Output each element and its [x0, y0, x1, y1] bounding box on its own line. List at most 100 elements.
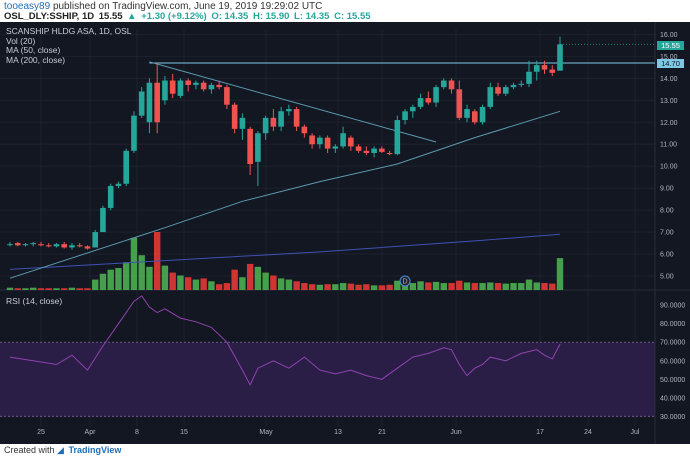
- candle-body: [332, 146, 339, 149]
- volume-bar: [22, 288, 29, 290]
- volume-bar: [409, 283, 417, 290]
- volume-bar: [308, 284, 316, 290]
- author-link[interactable]: tooeasy89: [4, 1, 51, 12]
- price-tick-label: 7.00: [660, 230, 674, 237]
- x-tick-label: 21: [378, 429, 386, 436]
- volume-bar: [479, 283, 486, 290]
- candle-body: [487, 87, 494, 107]
- symbol-summary: OSL_DLY:SSHIP, 1D 15.55 ▲ +1.30 (+9.12%)…: [4, 11, 373, 22]
- last-price: 15.55: [98, 11, 123, 22]
- last-price-badge: 15.55: [657, 41, 684, 50]
- volume-bar: [270, 275, 277, 290]
- volume-bar: [378, 285, 386, 290]
- dividend-marker-icon: [399, 275, 411, 287]
- candle-body: [286, 109, 292, 112]
- candle-body: [278, 111, 284, 127]
- candle-body: [30, 243, 37, 245]
- volume-bar: [301, 283, 308, 290]
- volume-bar: [417, 281, 424, 290]
- candle-body: [355, 146, 362, 151]
- volume-bar: [130, 237, 138, 290]
- chart-area[interactable]: 25 Apr 8 15 May 13 21 Jun 17 24 Jul 16.00 15.00 14.00…: [0, 22, 690, 444]
- volume-bar: [355, 284, 362, 290]
- volume-bar: [324, 284, 331, 290]
- candle-body: [502, 87, 509, 94]
- chart-canvas[interactable]: 25 Apr 8 15 May 13 21 Jun 17 24 Jul 16.00 15.00 14.00…: [0, 22, 690, 444]
- tradingview-logo-icon: ◢: [57, 445, 64, 455]
- candle-body: [61, 244, 68, 248]
- candle-body: [193, 82, 199, 85]
- candle-body: [14, 243, 21, 246]
- candle-body: [417, 98, 424, 107]
- volume-bar: [425, 282, 432, 290]
- ohlc-low: L: 14.35: [294, 11, 330, 22]
- ohlc-high: H: 15.90: [252, 11, 290, 22]
- volume-bar: [84, 288, 91, 290]
- ma200-line: [9, 233, 561, 270]
- candle-body: [456, 89, 463, 118]
- volume-bar: [541, 283, 548, 290]
- up-arrow-icon: ▲: [127, 11, 137, 22]
- candle-body: [84, 246, 91, 249]
- legend-title: SCANSHIP HLDG ASA, 1D, OSL: [6, 26, 132, 36]
- volume-bar: [107, 269, 114, 290]
- snapshot-header: tooeasy89 published on TradingView.com, …: [0, 0, 690, 22]
- rsi-tick-label: 30.0000: [660, 414, 685, 421]
- candle-body: [471, 111, 478, 123]
- candle-body: [177, 80, 184, 96]
- candle-body: [38, 244, 44, 246]
- candle-body: [549, 69, 556, 73]
- tradingview-brand[interactable]: TradingView: [68, 445, 122, 455]
- candle-body: [386, 153, 393, 155]
- x-tick-label: 25: [37, 429, 45, 436]
- candle-body: [255, 133, 261, 162]
- volume-bar: [246, 263, 254, 290]
- volume-bar: [502, 283, 509, 290]
- price-tick-label: 10.00: [660, 164, 678, 171]
- candle-body: [425, 98, 432, 103]
- published-text: published on TradingView.com, June 19, 2…: [52, 1, 323, 12]
- volume-bar: [293, 281, 300, 290]
- trendline: [149, 61, 437, 143]
- rsi-tick-label: 50.0000: [660, 377, 685, 384]
- candle-body: [301, 126, 308, 134]
- legend-ma200: MA (200, close): [6, 54, 66, 65]
- volume-bar: [215, 284, 223, 290]
- volume-bar: [370, 285, 378, 290]
- candle-body: [309, 135, 315, 145]
- rsi-tick-label: 80.0000: [660, 321, 685, 328]
- x-tick-label: 13: [334, 429, 342, 436]
- volume-bar: [254, 266, 262, 290]
- volume-bar: [76, 288, 83, 290]
- rsi-tick-label: 90.0000: [660, 303, 685, 310]
- candle-body: [533, 65, 540, 72]
- volume-bar: [61, 288, 68, 290]
- volume-bar: [192, 279, 200, 290]
- candle-body: [262, 117, 269, 134]
- price-tick-label: 6.00: [660, 252, 674, 259]
- candle-body: [293, 109, 300, 127]
- volume-bar: [432, 281, 440, 290]
- price-tick-label: 14.00: [660, 76, 678, 83]
- volume-bar: [14, 288, 21, 290]
- price-tick-label: 13.00: [660, 98, 678, 105]
- legend-volume: Vol (20): [6, 35, 36, 46]
- volume-bar: [448, 283, 455, 290]
- x-tick-label: 15: [180, 429, 188, 436]
- volume-bar: [277, 278, 285, 290]
- chart-legend: SCANSHIP HLDG ASA, 1D, OSL Vol (20) MA (…: [6, 26, 132, 65]
- candle-body: [216, 84, 222, 88]
- volume-bar: [45, 288, 52, 290]
- volume-bar: [122, 262, 130, 290]
- candle-body: [441, 80, 447, 88]
- volume-bar: [440, 283, 448, 290]
- candle-body: [7, 244, 13, 246]
- candle-body: [123, 150, 129, 184]
- volume-bar: [316, 284, 324, 290]
- volume-bar: [386, 284, 393, 290]
- publish-info: tooeasy89 published on TradingView.com, …: [4, 1, 322, 12]
- x-tick-label: May: [259, 429, 273, 436]
- volume-bar: [92, 279, 99, 290]
- rsi-tick-label: 40.0000: [660, 395, 685, 402]
- volume-bar: [347, 283, 355, 290]
